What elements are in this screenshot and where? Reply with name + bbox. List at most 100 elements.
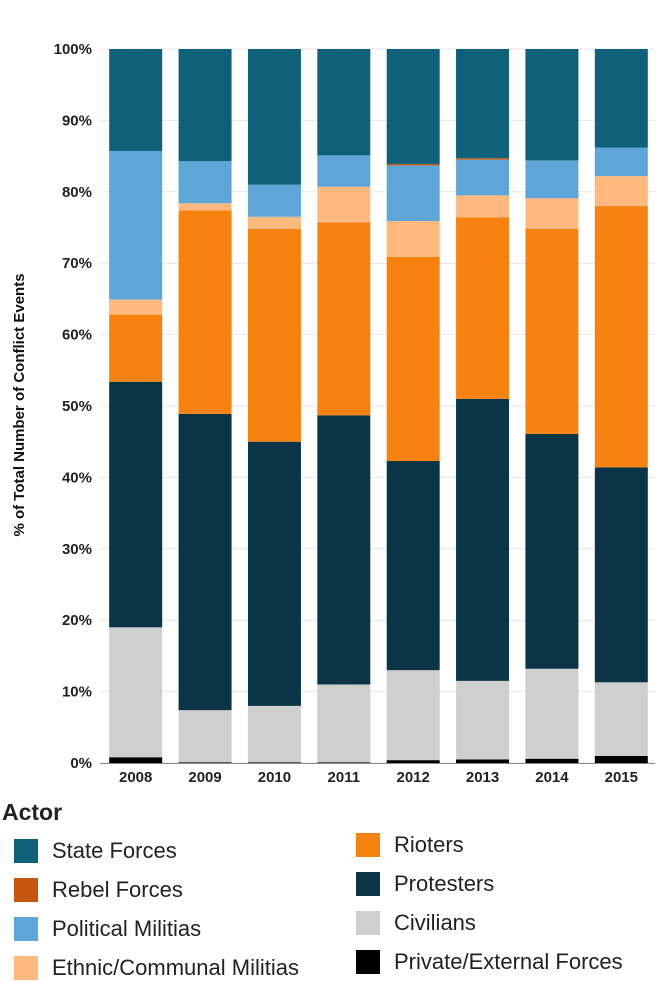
legend-swatch xyxy=(356,872,380,896)
bar-2012 xyxy=(386,49,440,763)
legend-swatch xyxy=(14,956,38,980)
y-tick-label: 80% xyxy=(62,184,92,201)
bar-2014 xyxy=(525,49,579,763)
legend-label: Political Militias xyxy=(52,916,202,941)
legend-label: Civilians xyxy=(394,910,476,935)
x-tick-label: 2008 xyxy=(119,769,152,786)
bar-segment xyxy=(109,151,163,300)
bar-segment xyxy=(456,398,510,681)
y-tick-label: 20% xyxy=(62,612,92,629)
bar-segment xyxy=(109,314,163,382)
bar-segment xyxy=(594,467,648,683)
bar-segment xyxy=(178,161,232,204)
stacked-bar-chart: % of Total Number of Conflict Events 0% 1… xyxy=(11,41,655,786)
bar-segment xyxy=(317,415,371,685)
y-axis-ticks: 0% 10% 20% 30% 40% 50% 60% 70% 80% 90% 100% xyxy=(54,41,92,772)
bar-segment xyxy=(178,710,232,763)
bar-segment xyxy=(386,760,440,763)
bar-segment xyxy=(594,176,648,207)
x-tick-label: 2014 xyxy=(535,769,569,786)
bar-segment xyxy=(456,159,510,196)
bar-segment xyxy=(456,217,510,399)
bar-2008 xyxy=(109,49,163,763)
bar-segment xyxy=(525,49,579,161)
bar-segment xyxy=(456,195,510,218)
bar-segment xyxy=(109,381,163,628)
bar-segment xyxy=(594,755,648,763)
bar-segment xyxy=(247,184,301,217)
legend-swatch xyxy=(356,833,380,857)
legend-item: Rioters xyxy=(356,832,464,858)
legend-item: Ethnic/Communal Militias xyxy=(14,955,299,981)
bar-segment xyxy=(317,155,371,187)
bar-segment xyxy=(178,413,232,711)
y-tick-label: 70% xyxy=(62,255,92,272)
bar-2010 xyxy=(247,49,301,763)
y-tick-label: 100% xyxy=(54,41,92,58)
bar-segment xyxy=(386,670,440,761)
bar-segment xyxy=(525,758,579,763)
bar-segment xyxy=(386,256,440,461)
y-tick-label: 10% xyxy=(62,684,92,701)
bar-2015 xyxy=(594,49,648,763)
legend-label: State Forces xyxy=(52,838,177,863)
x-tick-label: 2009 xyxy=(188,769,221,786)
legend-swatch xyxy=(356,950,380,974)
x-tick-label: 2013 xyxy=(466,769,499,786)
legend-label: Rebel Forces xyxy=(52,877,183,902)
bar-segment xyxy=(178,203,232,211)
legend-item: State Forces xyxy=(14,838,177,864)
y-tick-label: 0% xyxy=(70,755,92,772)
bar-segment xyxy=(525,160,579,199)
y-tick-label: 50% xyxy=(62,398,92,415)
bar-segment xyxy=(317,186,371,223)
bar-segment xyxy=(525,228,579,434)
legend-item: Rebel Forces xyxy=(14,877,183,903)
bar-segment xyxy=(247,228,301,442)
legend-label: Protesters xyxy=(394,871,495,896)
bar-segment xyxy=(594,682,648,756)
bar-segment xyxy=(109,757,163,763)
bar-segment xyxy=(317,49,371,156)
x-tick-label: 2010 xyxy=(258,769,291,786)
bar-segment xyxy=(178,49,232,162)
legend-label: Private/External Forces xyxy=(394,949,623,974)
x-tick-label: 2011 xyxy=(328,769,361,786)
bar-segment xyxy=(386,163,440,166)
bar-segment xyxy=(386,165,440,222)
bar-segment xyxy=(247,216,301,229)
y-tick-label: 60% xyxy=(62,327,92,344)
bar-segment xyxy=(456,49,510,159)
bar-segment xyxy=(456,759,510,763)
bar-segment xyxy=(109,49,163,152)
legend-title: Actor xyxy=(2,799,63,825)
bar-segment xyxy=(178,210,232,414)
bar-segment xyxy=(594,206,648,468)
bar-segment xyxy=(525,433,579,669)
y-tick-label: 40% xyxy=(62,469,92,486)
legend-item: Political Militias xyxy=(14,916,201,942)
legend-swatch xyxy=(356,911,380,935)
y-axis-label: % of Total Number of Conflict Events xyxy=(11,273,28,536)
legend-item: Protesters xyxy=(356,871,494,897)
bar-segment xyxy=(317,684,371,763)
legend-label: Ethnic/Communal Militias xyxy=(52,955,299,980)
legend-label: Rioters xyxy=(394,832,464,857)
y-tick-label: 90% xyxy=(62,112,92,129)
bar-segment xyxy=(386,460,440,671)
bar-2011 xyxy=(317,49,371,763)
bar-segment xyxy=(386,49,440,164)
bar-segment xyxy=(109,299,163,315)
bar-segment xyxy=(247,49,301,185)
bar-segment xyxy=(109,627,163,758)
bar-segment xyxy=(594,49,648,148)
legend-item: Private/External Forces xyxy=(356,949,623,975)
bar-2013 xyxy=(456,49,510,763)
bar-segment xyxy=(317,762,371,763)
bar-segment xyxy=(594,147,648,177)
bar-segment xyxy=(247,705,301,763)
bar-segment xyxy=(456,680,510,760)
bar-segment xyxy=(247,441,301,706)
y-tick-label: 30% xyxy=(62,541,92,558)
bar-segment xyxy=(525,668,579,759)
